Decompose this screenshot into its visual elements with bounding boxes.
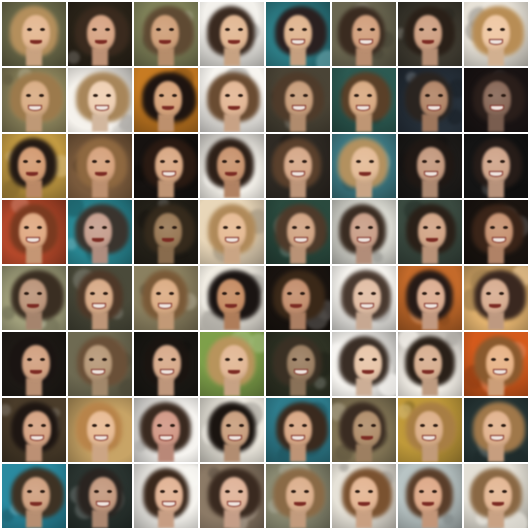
face-thumbnail-5-2 [68, 266, 132, 330]
face-thumbnail-6-6 [332, 332, 396, 396]
face-thumbnail-3-4 [200, 134, 264, 198]
face-thumbnail-3-7 [398, 134, 462, 198]
face-thumbnail-6-2 [68, 332, 132, 396]
face-thumbnail-2-5 [266, 68, 330, 132]
face-thumbnail-4-5 [266, 200, 330, 264]
face-thumbnail-6-8 [464, 332, 528, 396]
face-thumbnail-7-3 [134, 398, 198, 462]
face-thumbnail-6-1 [2, 332, 66, 396]
face-thumbnail-2-1 [2, 68, 66, 132]
face-thumbnail-3-5 [266, 134, 330, 198]
face-thumbnail-4-4 [200, 200, 264, 264]
face-thumbnail-4-8 [464, 200, 528, 264]
face-thumbnail-1-8 [464, 2, 528, 66]
face-thumbnail-1-6 [332, 2, 396, 66]
face-thumbnail-5-5 [266, 266, 330, 330]
face-thumbnail-8-7 [398, 464, 462, 528]
face-thumbnail-3-6 [332, 134, 396, 198]
face-thumbnail-7-5 [266, 398, 330, 462]
face-thumbnail-6-5 [266, 332, 330, 396]
face-thumbnail-5-3 [134, 266, 198, 330]
face-thumbnail-1-1 [2, 2, 66, 66]
face-thumbnail-8-4 [200, 464, 264, 528]
face-thumbnail-8-1 [2, 464, 66, 528]
face-thumbnail-2-6 [332, 68, 396, 132]
face-thumbnail-7-7 [398, 398, 462, 462]
face-thumbnail-7-4 [200, 398, 264, 462]
face-thumbnail-8-6 [332, 464, 396, 528]
face-thumbnail-3-1 [2, 134, 66, 198]
face-thumbnail-8-3 [134, 464, 198, 528]
face-thumbnail-5-4 [200, 266, 264, 330]
face-thumbnail-6-7 [398, 332, 462, 396]
face-thumbnail-2-8 [464, 68, 528, 132]
face-thumbnail-5-8 [464, 266, 528, 330]
face-thumbnail-1-7 [398, 2, 462, 66]
face-thumbnail-8-2 [68, 464, 132, 528]
face-thumbnail-7-2 [68, 398, 132, 462]
face-thumbnail-3-8 [464, 134, 528, 198]
face-thumbnail-5-7 [398, 266, 462, 330]
face-thumbnail-1-4 [200, 2, 264, 66]
face-thumbnail-2-2 [68, 68, 132, 132]
face-thumbnail-4-3 [134, 200, 198, 264]
face-thumbnail-7-8 [464, 398, 528, 462]
face-thumbnail-4-6 [332, 200, 396, 264]
face-thumbnail-1-5 [266, 2, 330, 66]
face-thumbnail-2-7 [398, 68, 462, 132]
face-thumbnail-7-1 [2, 398, 66, 462]
face-thumbnail-1-3 [134, 2, 198, 66]
face-thumbnail-6-3 [134, 332, 198, 396]
face-thumbnail-4-7 [398, 200, 462, 264]
face-thumbnail-2-4 [200, 68, 264, 132]
face-thumbnail-7-6 [332, 398, 396, 462]
face-thumbnail-8-5 [266, 464, 330, 528]
face-thumbnail-4-1 [2, 200, 66, 264]
face-thumbnail-1-2 [68, 2, 132, 66]
face-thumbnail-3-2 [68, 134, 132, 198]
face-thumbnail-3-3 [134, 134, 198, 198]
face-thumbnail-5-1 [2, 266, 66, 330]
face-thumbnail-5-6 [332, 266, 396, 330]
face-thumbnail-8-8 [464, 464, 528, 528]
face-thumbnail-4-2 [68, 200, 132, 264]
face-thumbnail-6-4 [200, 332, 264, 396]
face-thumbnail-2-3 [134, 68, 198, 132]
